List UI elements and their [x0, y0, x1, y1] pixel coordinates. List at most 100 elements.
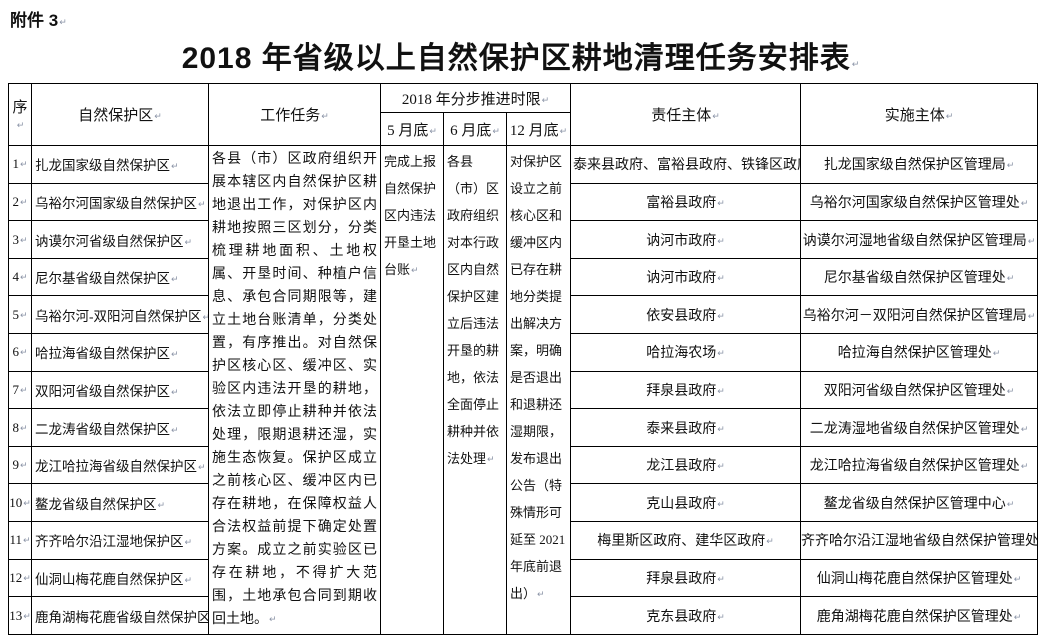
col-header-may: 5 月底↵ — [380, 112, 444, 146]
table-row: 2↵ 乌裕尔河国家级自然保护区↵ 富裕县政府↵ 乌裕尔河国家级自然保护区管理处↵ — [8, 182, 1038, 222]
paragraph-return-icon: ↵ — [559, 126, 568, 137]
col-header-december: 12 月底↵ — [506, 112, 571, 146]
paragraph-return-icon: ↵ — [19, 423, 28, 434]
row-number: 2↵ — [8, 182, 32, 222]
paragraph-return-icon: ↵ — [1006, 274, 1015, 285]
paragraph-return-icon: ↵ — [19, 385, 28, 396]
paragraph-return-icon: ↵ — [766, 537, 774, 548]
row-number: 3↵ — [8, 220, 32, 259]
responsible-cell: 克山县政府↵ — [570, 483, 801, 523]
paragraph-return-icon: ↵ — [1006, 386, 1015, 397]
row-number: 9↵ — [8, 445, 32, 485]
implementer-cell: 仙洞山梅花鹿自然保护区管理处↵ — [800, 558, 1038, 598]
paragraph-return-icon: ↵ — [171, 162, 179, 173]
paragraph-return-icon: ↵ — [198, 463, 206, 474]
implementer-cell: 龙江哈拉海省级自然保护区管理处↵ — [800, 445, 1038, 485]
task-table: 序↵ 自然保护区↵ 工作任务↵ 2018 年分步推进时限↵ 责任主体↵ 实施主体… — [8, 83, 1038, 635]
paragraph-return-icon: ↵ — [717, 462, 725, 473]
reserve-name-cell: 乌裕尔河国家级自然保护区↵ — [31, 182, 209, 222]
paragraph-return-icon: ↵ — [184, 538, 193, 549]
responsible-cell: 拜泉县政府↵ — [570, 370, 801, 410]
row-number: 7↵ — [8, 370, 32, 410]
paragraph-return-icon: ↵ — [19, 348, 28, 359]
paragraph-return-icon: ↵ — [429, 126, 437, 137]
attachment-label: 附件 3↵ — [10, 11, 67, 30]
row-number: 8↵ — [8, 408, 32, 447]
col-header-june: 6 月底↵ — [443, 112, 507, 146]
paragraph-return-icon: ↵ — [23, 574, 31, 584]
reserve-name-cell: 尼尔基省级自然保护区↵ — [31, 257, 209, 297]
reserve-name-cell: 乌裕尔河-双阳河自然保护区↵ — [31, 295, 209, 335]
row-number: 4↵ — [8, 257, 32, 297]
paragraph-return-icon: ↵ — [59, 18, 67, 28]
reserve-name-cell: 龙江哈拉海省级自然保护区↵ — [31, 445, 209, 485]
implementer-cell: 齐齐哈尔沿江湿地省级自然保护管理处↵ — [800, 521, 1038, 560]
row-number: 12↵ — [8, 558, 32, 598]
paragraph-return-icon: ↵ — [717, 386, 725, 397]
row-number: 13↵ — [8, 596, 32, 635]
paragraph-return-icon: ↵ — [157, 500, 166, 511]
row-number: 11↵ — [8, 521, 32, 560]
paragraph-return-icon: ↵ — [541, 95, 550, 106]
paragraph-return-icon: ↵ — [945, 112, 954, 122]
paragraph-return-icon: ↵ — [1020, 424, 1029, 435]
responsible-cell: 泰来县政府↵ — [570, 408, 801, 447]
responsible-cell: 龙江县政府↵ — [570, 445, 801, 485]
may-deadline-cell: 完成上报自然保护区内违法开垦土地台账↵ — [380, 145, 444, 635]
table-row: 3↵ 讷谟尔河省级自然保护区↵ 讷河市政府↵ 讷谟尔河湿地省级自然保护区管理局↵ — [8, 220, 1038, 259]
paragraph-return-icon: ↵ — [19, 461, 28, 472]
responsible-cell: 讷河市政府↵ — [570, 220, 801, 259]
implementer-cell: 二龙涛湿地省级自然保护区管理处↵ — [800, 408, 1038, 447]
paragraph-return-icon: ↵ — [171, 387, 179, 398]
paragraph-return-icon: ↵ — [203, 313, 208, 323]
responsible-cell: 富裕县政府↵ — [570, 182, 801, 222]
table-row: 6↵ 哈拉海省级自然保护区↵ 哈拉海农场↵ 哈拉海自然保护区管理处↵ — [8, 333, 1038, 372]
responsible-cell: 讷河市政府↵ — [570, 257, 801, 297]
paragraph-return-icon: ↵ — [1013, 575, 1022, 585]
responsible-cell: 泰来县政府、富裕县政府、铁锋区政府、↵ — [570, 145, 801, 184]
implementer-cell: 乌裕尔河－双阳河自然保护区管理局↵ — [800, 295, 1038, 335]
paragraph-return-icon: ↵ — [717, 424, 725, 435]
paragraph-return-icon: ↵ — [19, 197, 28, 208]
reserve-name-cell: 二龙涛省级自然保护区↵ — [31, 408, 209, 447]
paragraph-return-icon: ↵ — [16, 120, 25, 131]
paragraph-return-icon: ↵ — [1020, 462, 1029, 473]
paragraph-return-icon: ↵ — [1027, 236, 1036, 247]
paragraph-return-icon: ↵ — [171, 350, 179, 361]
paragraph-return-icon: ↵ — [269, 615, 277, 625]
paragraph-return-icon: ↵ — [1027, 311, 1036, 322]
paragraph-return-icon: ↵ — [321, 112, 329, 122]
paragraph-return-icon: ↵ — [992, 349, 1001, 360]
paragraph-return-icon: ↵ — [712, 112, 720, 122]
reserve-name-cell: 仙洞山梅花鹿自然保护区↵ — [31, 558, 209, 598]
reserve-name-cell: 讷谟尔河省级自然保护区↵ — [31, 220, 209, 259]
row-number: 1↵ — [8, 145, 32, 184]
paragraph-return-icon: ↵ — [23, 498, 31, 509]
paragraph-return-icon: ↵ — [717, 575, 725, 585]
reserve-name-cell: 齐齐哈尔沿江湿地保护区↵ — [31, 521, 209, 560]
paragraph-return-icon: ↵ — [492, 126, 500, 137]
table-header: 序↵ 自然保护区↵ 工作任务↵ 2018 年分步推进时限↵ 责任主体↵ 实施主体… — [8, 83, 1038, 146]
paragraph-return-icon: ↵ — [717, 236, 725, 247]
responsible-cell: 哈拉海农场↵ — [570, 333, 801, 372]
june-deadline-cell: 各县（市）区政府组织对本行政区内自然保护区建立后违法开垦的耕地，依法全面停止耕种… — [443, 145, 507, 635]
paragraph-return-icon: ↵ — [184, 576, 193, 586]
paragraph-return-icon: ↵ — [717, 311, 725, 322]
implementer-cell: 哈拉海自然保护区管理处↵ — [800, 333, 1038, 372]
row-number: 5↵ — [8, 295, 32, 335]
paragraph-return-icon: ↵ — [717, 612, 725, 623]
table-row: 8↵ 二龙涛省级自然保护区↵ 泰来县政府↵ 二龙涛湿地省级自然保护区管理处↵ — [8, 408, 1038, 447]
row-number: 10↵ — [8, 483, 32, 523]
paragraph-return-icon: ↵ — [411, 266, 419, 276]
table-row: 1↵ 扎龙国家级自然保护区↵ 各县（市）区政府组织开展本辖区内自然保护区耕地退出工作… — [8, 145, 1038, 635]
paragraph-return-icon: ↵ — [717, 349, 725, 360]
reserve-name-cell: 鹿角湖梅花鹿省级自然保护区↵ — [31, 596, 209, 635]
reserve-name-cell: 双阳河省级自然保护区↵ — [31, 370, 209, 410]
responsible-cell: 依安县政府↵ — [570, 295, 801, 335]
paragraph-return-icon: ↵ — [22, 536, 31, 547]
task-merged-cell: 各县（市）区政府组织开展本辖区内自然保护区耕地退出工作，对保护区内耕地按照三区划… — [208, 145, 381, 635]
table-row: 12↵ 仙洞山梅花鹿自然保护区↵ 拜泉县政府↵ 仙洞山梅花鹿自然保护区管理处↵ — [8, 558, 1038, 598]
responsible-cell: 克东县政府↵ — [570, 596, 801, 635]
paragraph-return-icon: ↵ — [171, 275, 179, 286]
implementer-cell: 尼尔基省级自然保护区管理处↵ — [800, 257, 1038, 297]
